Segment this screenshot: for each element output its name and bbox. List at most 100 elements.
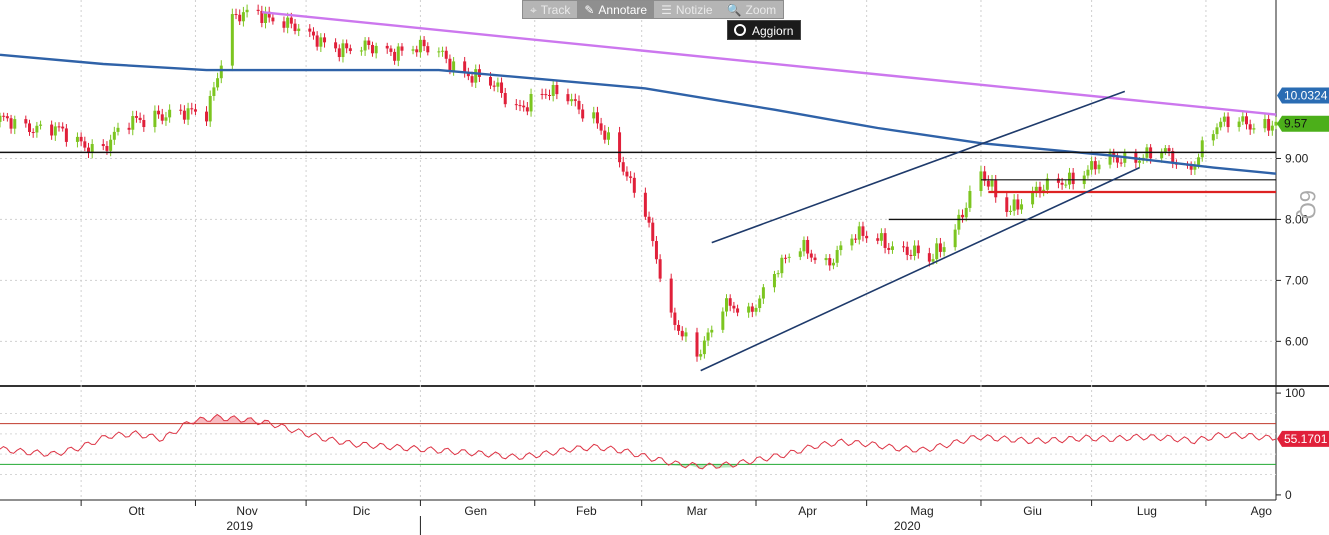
candle-body	[695, 332, 699, 357]
candle-body	[1270, 125, 1274, 131]
candle-body	[809, 253, 813, 258]
candle-body	[396, 46, 400, 61]
candle-body	[238, 14, 242, 22]
candle-body	[581, 109, 585, 119]
annotate-label: Annotare	[598, 3, 648, 17]
candle-body	[271, 17, 275, 22]
candle-body	[750, 306, 754, 312]
candle-body	[418, 39, 422, 53]
candle-body	[341, 43, 345, 58]
refresh-button[interactable]: Aggiorn	[727, 20, 802, 40]
candle-body	[61, 126, 65, 129]
candle-body	[286, 17, 290, 28]
candle-body	[706, 332, 710, 341]
track-label: Track	[540, 3, 571, 17]
trend-line	[700, 166, 1140, 372]
candle-body	[1163, 148, 1167, 152]
candle-body	[1012, 199, 1016, 211]
candle-body	[1267, 118, 1271, 131]
candle-body	[806, 239, 810, 254]
candle-body	[245, 9, 249, 13]
candle-body	[522, 105, 526, 108]
candle-body	[2, 115, 6, 117]
candle-body	[0, 115, 2, 122]
candle-body	[112, 131, 116, 140]
candle-body	[31, 132, 35, 134]
candle-body	[525, 107, 529, 112]
candle-body	[1248, 124, 1252, 130]
month-label: Mar	[687, 504, 708, 518]
month-label: Mag	[910, 504, 933, 518]
candle-body	[157, 110, 161, 115]
annotate-button[interactable]: ✎ Annotare	[577, 1, 655, 18]
news-button[interactable]: ☰ Notizie	[654, 1, 719, 18]
candle-body	[758, 298, 762, 309]
candle-body	[1274, 121, 1278, 126]
candle-body	[496, 82, 500, 87]
candle-body	[319, 37, 323, 47]
month-label: Ott	[128, 504, 145, 518]
candle-body	[621, 162, 625, 172]
candle-body	[968, 191, 972, 208]
candle-body	[441, 50, 445, 52]
candle-body	[1171, 151, 1175, 163]
refresh-label: Aggiorn	[752, 24, 794, 38]
track-button[interactable]: ⌖ Track	[523, 1, 577, 18]
candle-body	[1086, 169, 1090, 176]
candle-body	[625, 171, 629, 177]
candle-body	[861, 226, 865, 236]
candle-body	[761, 287, 765, 299]
candle-body	[79, 136, 83, 142]
candle-body	[437, 51, 441, 53]
candle-body	[632, 177, 636, 193]
y-tick-label: 7.00	[1285, 273, 1309, 287]
candle-body	[234, 14, 238, 16]
candle-body	[466, 72, 470, 77]
candle-body	[131, 116, 135, 130]
candle-body	[212, 87, 216, 96]
month-label: Lug	[1137, 504, 1157, 518]
candle-body	[603, 130, 607, 140]
candle-body	[337, 48, 341, 58]
candle-body	[566, 94, 570, 102]
candle-body	[1020, 204, 1024, 210]
chart-toolbar: ⌖ Track ✎ Annotare ☰ Notizie 🔍 Zoom	[522, 0, 785, 19]
candle-body	[359, 50, 363, 52]
year-label: 2019	[226, 519, 253, 533]
candle-body	[938, 243, 942, 252]
rsi-value-label: 55.1701	[1284, 432, 1328, 446]
candle-body	[1215, 127, 1219, 135]
candle-body	[573, 99, 577, 101]
candle-body	[544, 94, 548, 96]
candle-body	[179, 109, 183, 111]
candle-body	[1226, 116, 1230, 128]
month-label: Apr	[798, 504, 817, 518]
price-tag-label: 9.57	[1284, 117, 1308, 131]
candle-body	[1108, 152, 1112, 165]
rsi-line	[0, 413, 1277, 470]
month-label: Gen	[464, 504, 487, 518]
candle-body	[1005, 197, 1009, 212]
candle-body	[1222, 116, 1226, 122]
candle-body	[547, 95, 551, 97]
candle-body	[241, 12, 245, 22]
candle-body	[957, 214, 961, 230]
candle-body	[138, 117, 142, 121]
candle-body	[529, 93, 533, 112]
zoom-button[interactable]: 🔍 Zoom	[720, 1, 784, 18]
candle-body	[374, 45, 378, 54]
candle-body	[205, 111, 209, 122]
candle-body	[887, 247, 891, 250]
candle-body	[732, 305, 736, 309]
candle-body	[514, 104, 518, 106]
candle-body	[389, 48, 393, 52]
candle-body	[850, 238, 854, 246]
candle-body	[503, 93, 507, 105]
candle-body	[370, 44, 374, 54]
candle-body	[577, 100, 581, 110]
candle-body	[857, 226, 861, 240]
candle-body	[1219, 121, 1223, 128]
candle-body	[500, 82, 504, 94]
candle-body	[9, 118, 13, 129]
candle-body	[909, 254, 913, 256]
